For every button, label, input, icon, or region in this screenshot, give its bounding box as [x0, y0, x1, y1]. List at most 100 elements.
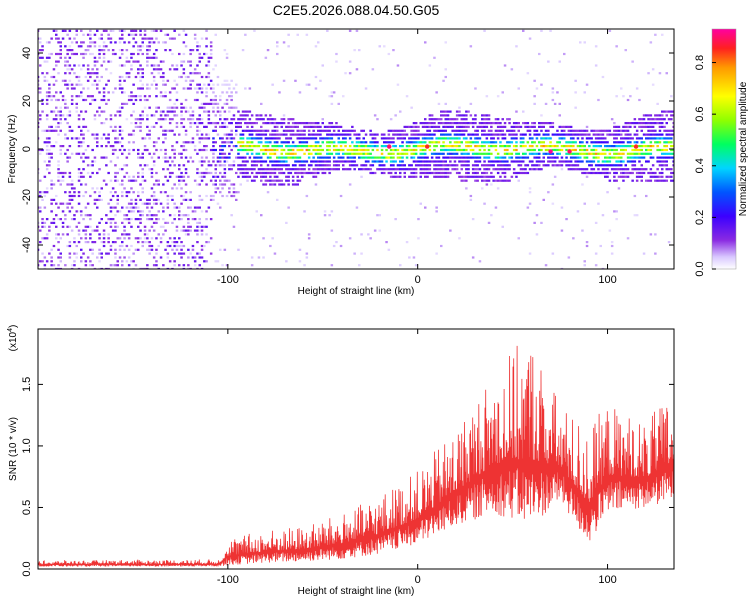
spectrogram-cell: [280, 152, 283, 155]
spectrogram-cell: [433, 168, 436, 171]
spectrogram-cell: [421, 164, 425, 167]
spectrogram-cell: [146, 37, 149, 40]
spectrogram-cell: [189, 252, 192, 255]
spectrogram-cell: [635, 137, 639, 140]
spectrogram-cell: [223, 118, 227, 121]
spectrogram-cell: [276, 45, 279, 48]
spectrogram-cell: [417, 145, 420, 148]
spectrogram-cell: [152, 164, 156, 167]
spectrogram-cell: [508, 122, 511, 125]
spectrogram-cell: [444, 102, 447, 105]
spectrogram-cell: [369, 171, 372, 175]
spectrogram-cell: [399, 145, 402, 148]
spectrogram-cell: [139, 164, 142, 167]
spectrogram-cell: [196, 122, 199, 125]
spectrogram-cell: [665, 156, 668, 159]
spectrogram-cell: [626, 141, 630, 144]
spectrogram-cell: [631, 160, 634, 163]
spectrogram-cell: [269, 179, 272, 182]
spectrogram-cell: [610, 164, 614, 167]
spectrogram-cell: [524, 133, 527, 136]
spectrogram-cell: [121, 194, 124, 198]
spectrogram-cell: [635, 175, 639, 178]
spectrogram-cell: [373, 156, 377, 159]
spectrogram-cell: [191, 244, 195, 248]
spectrogram-cell: [458, 148, 461, 152]
spectrogram-cell: [96, 171, 99, 175]
spectrogram-cell: [182, 118, 186, 121]
spectrogram-cell: [289, 148, 293, 152]
spectrogram-cell: [604, 141, 607, 144]
spectrogram-cell: [321, 118, 324, 121]
spectrogram-cell: [590, 141, 593, 144]
spectrogram-cell: [440, 114, 443, 117]
spectrogram-cell: [499, 164, 502, 167]
spectrogram-cell: [207, 75, 211, 79]
spectrogram-cell: [631, 60, 634, 63]
spectrogram-cell: [326, 129, 329, 132]
spectrogram-cell: [155, 49, 158, 52]
spectrogram-cell: [487, 145, 491, 148]
spectrogram-cell: [93, 156, 97, 159]
spectrogram-cell: [433, 148, 436, 152]
spectrogram-cell: [152, 52, 156, 56]
spectrogram-cell: [59, 148, 62, 152]
spectrogram-cell: [68, 156, 72, 159]
spectrogram-cell: [228, 145, 231, 148]
spectrogram-cell: [471, 171, 475, 175]
spectrogram-cell: [123, 248, 126, 251]
spectrogram-cell: [549, 122, 552, 125]
spectrogram-cell: [228, 87, 231, 90]
spectrogram-cell: [626, 160, 630, 163]
spectrogram-cell: [540, 148, 543, 152]
spectrogram-cell: [93, 118, 97, 121]
spectrogram-cell: [114, 141, 117, 144]
spectrogram-cell: [435, 171, 438, 175]
spectrogram-cell: [392, 137, 395, 140]
spectrogram-cell: [471, 152, 475, 155]
spectrogram-cell: [387, 171, 391, 175]
spectrogram-cell: [273, 137, 277, 140]
spectrogram-cell: [39, 56, 42, 59]
spectrogram-cell: [654, 118, 657, 121]
spectrogram-cell: [449, 137, 452, 140]
spectrogram-cell: [173, 106, 176, 109]
spectrogram-cell: [175, 141, 179, 144]
spectrogram-cell: [503, 137, 507, 140]
spectrogram-cell: [77, 221, 81, 224]
spectrogram-cell: [260, 168, 263, 171]
spectrogram-cell: [241, 145, 245, 148]
spectrogram-cell: [526, 206, 530, 209]
spectrogram-cell: [184, 168, 188, 171]
spectrogram-cell: [371, 164, 375, 167]
spectrogram-cell: [403, 164, 406, 167]
spectrogram-cell: [528, 129, 532, 132]
spectrogram-cell: [556, 129, 559, 132]
spectrogram-cell: [624, 129, 627, 132]
spectrogram-cell: [196, 152, 199, 155]
spectrogram-cell: [305, 33, 309, 36]
spectrogram-cell: [517, 160, 520, 163]
spectrogram-cell: [168, 122, 172, 125]
spectrogram-cell: [150, 206, 154, 209]
spectrogram-cell: [178, 175, 181, 178]
spectrogram-cell: [517, 87, 520, 90]
spectrogram-cell: [474, 168, 477, 171]
spectrogram-cell: [296, 156, 299, 159]
spectrogram-cell: [444, 118, 447, 121]
spectrogram-cell: [328, 168, 331, 171]
spectrogram-cell: [114, 41, 117, 44]
spectrogram-cell: [544, 152, 548, 155]
spectrogram-cell: [506, 118, 509, 121]
spectrogram-cell: [419, 148, 422, 152]
spectrogram-cell: [446, 152, 450, 155]
spectrogram-cell: [235, 171, 238, 175]
spectrogram-cell: [565, 218, 568, 221]
spectrogram-cell: [494, 133, 498, 136]
spectrogram-cell: [440, 145, 443, 148]
spectrogram-cell: [228, 141, 231, 144]
spectrogram-cell: [212, 175, 215, 178]
spectrogram-cell: [428, 133, 432, 136]
spectrogram-cell: [501, 137, 504, 140]
spectrogram-cell: [100, 49, 103, 52]
